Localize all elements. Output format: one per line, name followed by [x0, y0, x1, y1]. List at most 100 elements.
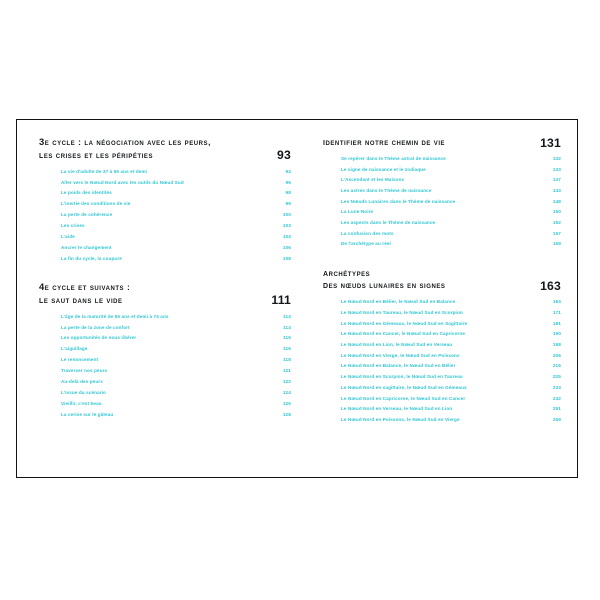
toc-entry-page-number: 104	[282, 233, 291, 239]
toc-entry[interactable]: Le signe de naissance et le zodiaque 133	[323, 164, 561, 175]
toc-entry[interactable]: L'aiguillage 116	[39, 344, 291, 355]
toc-entry-page-number: 128	[282, 411, 291, 417]
toc-section: 3e cycle : la négociation avec les peurs…	[39, 136, 291, 264]
toc-entry-label: Le Nœud Nord en Bélier, le Nœud Sud en B…	[341, 299, 456, 305]
toc-entry[interactable]: Le Nœud Nord en Poissons, le Nœud Sud en…	[323, 415, 561, 426]
toc-entry[interactable]: Les astres dans le Thème de naissance 143	[323, 186, 561, 197]
toc-entry-page-number: 96	[285, 179, 291, 185]
toc-entry-page-number: 159	[552, 241, 561, 247]
toc-entry[interactable]: Vieillir, c'est beau 126	[39, 398, 291, 409]
toc-entry-label: Le Nœud Nord en Verseau, le Nœud Sud en …	[341, 406, 453, 412]
toc-entry-page-number: 103	[282, 223, 291, 228]
toc-entry[interactable]: Le Nœud Nord en Balance, le Nœud Sud en …	[323, 361, 561, 372]
toc-entry[interactable]: La fin du cycle, la coupure 108	[39, 253, 291, 264]
toc-entry-label: Le Nœud Nord en Balance, le Nœud Sud en …	[341, 363, 456, 369]
toc-entry-page-number: 152	[552, 220, 561, 226]
toc-entry-page-number: 100	[282, 212, 291, 218]
toc-entry[interactable]: La cerise sur le gâteau 128	[39, 409, 291, 420]
toc-section-title-line1: 3e cycle : la négociation avec les peurs…	[39, 136, 211, 147]
toc-section: Archétypes des Nœuds Lunaires en signes 16…	[323, 267, 561, 425]
toc-section-header[interactable]: 3e cycle : la négociation avec les peurs…	[39, 136, 291, 161]
toc-entry[interactable]: Le poids des identités 98	[39, 188, 291, 199]
toc-entry-page-number: 118	[283, 357, 291, 363]
toc-entry[interactable]: Le Nœud Nord en Bélier, le Nœud Sud en B…	[323, 297, 561, 308]
toc-entry[interactable]: Le Nœud Nord en sagittaire, le Nœud Sud …	[323, 382, 561, 393]
toc-entry-label: Le signe de naissance et le zodiaque	[341, 166, 426, 172]
toc-section-header[interactable]: 4e cycle et suivants : Le saut dans le Vi…	[39, 281, 291, 306]
toc-entry[interactable]: Ancrer le changement 106	[39, 242, 291, 253]
toc-entry[interactable]: La perte de la zone de confort 114	[39, 322, 291, 333]
toc-entry[interactable]: Le Nœud Nord en Verseau, le Nœud Sud en …	[323, 404, 561, 415]
toc-entry[interactable]: De l'archétype au réel 159	[323, 239, 561, 250]
toc-entry[interactable]: Le Nœud Nord en Scorpion, le Nœud Sud en…	[323, 372, 561, 383]
toc-section-page-number: 93	[277, 148, 291, 163]
toc-entry-page-number: 233	[552, 384, 561, 390]
toc-entry[interactable]: L'aide 104	[39, 231, 291, 242]
toc-entry-label: La fin du cycle, la coupure	[61, 255, 122, 261]
toc-entry-label: Le Nœud Nord en Gémeaux, le Nœud Sud en …	[341, 320, 468, 326]
toc-entry-label: Le Nœud Nord en Vierge, le Nœud Sud en P…	[341, 352, 460, 358]
toc-section-title-line1: 4e cycle et suivants :	[39, 281, 131, 293]
toc-entry[interactable]: Les Nœuds Lunaires dans le Thème de nais…	[323, 196, 561, 207]
toc-entry-page-number: 132	[552, 155, 561, 161]
toc-entry-page-number: 122	[282, 378, 291, 384]
toc-entry[interactable]: Traverser nos peurs 121	[39, 366, 291, 377]
toc-entry-page-number: 116	[283, 346, 291, 352]
toc-entry[interactable]: Le Nœud Nord en Capricorne, le Nœud Sud …	[323, 393, 561, 404]
toc-entry[interactable]: L'inertie des conditions de vie 99	[39, 199, 291, 210]
toc-entry-label: Les Nœuds Lunaires dans le Thème de nais…	[341, 198, 456, 204]
toc-entry-label: La perte de la zone de confort	[61, 324, 130, 330]
toc-entry-label: La confusion des mots	[341, 230, 394, 236]
toc-entry-label: Les aspects dans le Thème de naissance	[341, 220, 436, 226]
toc-section-title-line1: Identifier notre Chemin de vie	[323, 136, 446, 147]
toc-entry[interactable]: Le Nœud Nord en Gémeaux, le Nœud Sud en …	[323, 318, 561, 329]
toc-entry-page-number: 259	[552, 416, 561, 422]
toc-entry-page-number: 150	[552, 209, 561, 215]
toc-entry[interactable]: L'Ascendant et les Maisons 137	[323, 175, 561, 186]
toc-section-header[interactable]: Identifier notre Chemin de vie 131	[323, 136, 561, 149]
toc-entry[interactable]: L'âge de la maturité de 55 ans et demi à…	[39, 311, 291, 322]
toc-entry[interactable]: Les aspects dans le Thème de naissance 15…	[323, 218, 561, 229]
toc-entry-page-number: 181	[552, 320, 561, 326]
toc-entry[interactable]: La vie d'adulte de 37 à 55 ans et demi 94	[39, 166, 291, 177]
toc-entry-label: L'âge de la maturité de 55 ans et demi à…	[61, 313, 169, 319]
toc-entry-page-number: 157	[552, 230, 561, 236]
toc-section-header[interactable]: Archétypes des Nœuds Lunaires en signes 16…	[323, 267, 561, 292]
toc-entry-label: La Lune Noire	[341, 209, 374, 215]
toc-entry-page-number: 99	[285, 201, 291, 207]
toc-section-page-number: 163	[540, 278, 561, 293]
toc-left-column: 3e cycle : la négociation avec les peurs…	[39, 136, 301, 467]
toc-section: Identifier notre Chemin de vie 131 Se repé…	[323, 136, 561, 250]
toc-entry-label: L'aide	[61, 233, 75, 239]
toc-entry-label: Le poids des identités	[61, 190, 112, 196]
toc-entry[interactable]: Le Nœud Nord en Taureau, le Nœud Sud en …	[323, 308, 561, 319]
toc-entry-label: Vieillir, c'est beau	[61, 400, 102, 406]
toc-entry[interactable]: Au-delà des peurs 122	[39, 377, 291, 388]
toc-entry[interactable]: Se repérer dans le Thème astral de naiss…	[323, 154, 561, 165]
toc-entry-label: Le Nœud Nord en Lion, le Nœud Sud en Ver…	[341, 342, 453, 348]
toc-entry[interactable]: Les opportunités de nous libérer 115	[39, 333, 291, 344]
toc-entry-page-number: 198	[552, 342, 561, 348]
toc-entry-page-number: 106	[282, 244, 291, 250]
toc-entry-label: Le Nœud Nord en Poissons, le Nœud Sud en…	[341, 416, 460, 422]
toc-section-page-number: 131	[540, 135, 561, 150]
toc-entry[interactable]: La Lune Noire 150	[323, 207, 561, 218]
toc-entry[interactable]: Le Nœud Nord en Cancer, le Nœud Sud en C…	[323, 329, 561, 340]
toc-entry-page-number: 206	[552, 352, 561, 358]
toc-entry[interactable]: La confusion des mots 157	[323, 228, 561, 239]
toc-entry[interactable]: La perte de cohérence 100	[39, 210, 291, 221]
toc-entry[interactable]: Les crises 103	[39, 221, 291, 232]
toc-entry-label: Les crises	[61, 223, 85, 228]
toc-entry[interactable]: Le Nœud Nord en Vierge, le Nœud Sud en P…	[323, 350, 561, 361]
toc-entry[interactable]: Le Nœud Nord en Lion, le Nœud Sud en Ver…	[323, 340, 561, 351]
toc-entry-page-number: 148	[552, 198, 561, 204]
toc-entry[interactable]: Le renoncement 118	[39, 355, 291, 366]
toc-entry-label: L'aiguillage	[61, 346, 88, 352]
toc-entry-page-number: 126	[282, 400, 291, 406]
toc-entry[interactable]: Aller vers le Nœud Nord avec les outils …	[39, 177, 291, 188]
toc-section-title-line2: des Nœuds Lunaires en signes	[323, 279, 446, 291]
toc-entry-label: L'Ascendant et les Maisons	[341, 177, 405, 183]
toc-entry[interactable]: L'issue du scénario 124	[39, 387, 291, 398]
toc-entry-page-number: 108	[282, 255, 291, 261]
toc-entry-page-number: 133	[552, 166, 561, 172]
